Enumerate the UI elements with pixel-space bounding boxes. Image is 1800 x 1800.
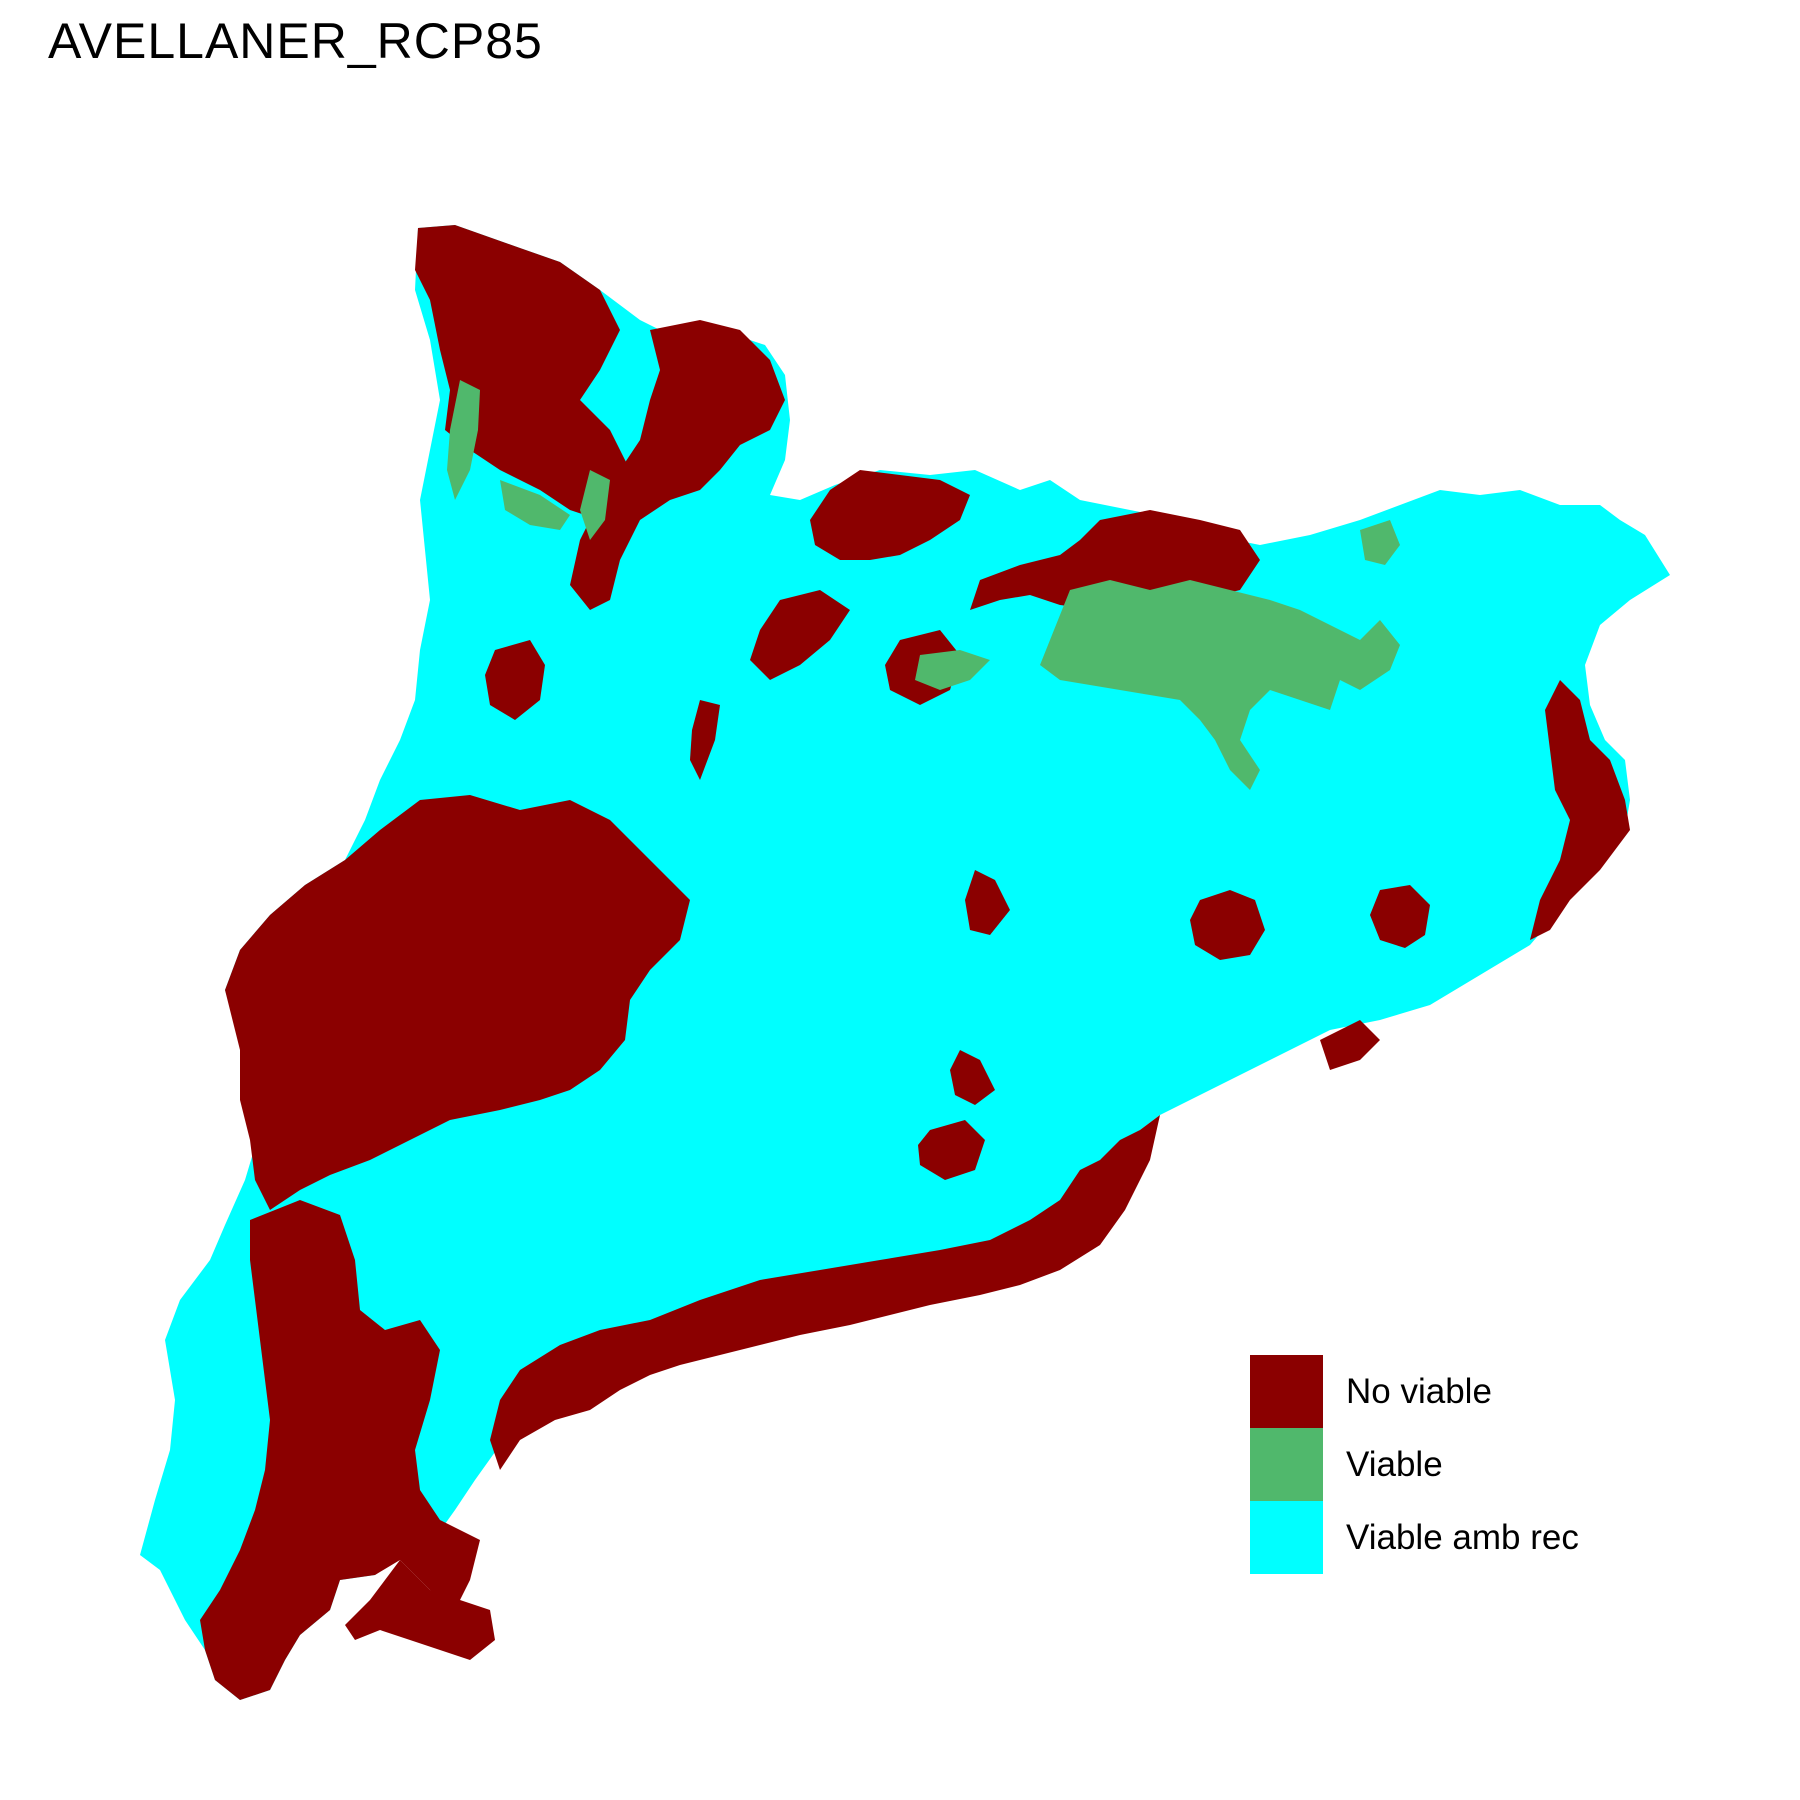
region-viable-pyrenees-valley-1 [447,380,480,500]
region-no-viable-pyrenees-central [570,320,785,610]
region-no-viable-small-1 [485,640,545,720]
region-viable-northeast [1360,520,1400,565]
legend-label-viable-amb-rec: Viable amb rec [1346,1517,1579,1557]
region-no-viable-central-3 [918,1120,985,1180]
legend-label-viable: Viable [1346,1444,1443,1484]
region-no-viable-costa-brava [1530,680,1630,940]
legend-swatch-viable-amb-rec [1250,1501,1323,1574]
legend-label-no-viable: No viable [1346,1371,1492,1411]
region-no-viable-maresme [1320,1020,1380,1070]
legend-item-viable: Viable [1250,1428,1579,1501]
region-no-viable-small-2 [690,700,720,780]
region-no-viable-central-1 [965,870,1010,935]
region-viable-amb-rec [140,225,1670,1700]
region-viable-garrotxa [1040,580,1400,790]
region-no-viable-pyrenees-east [810,470,970,560]
region-no-viable-coast [490,1115,1160,1470]
legend-swatch-no-viable [1250,1355,1323,1428]
legend-item-viable-amb-rec: Viable amb rec [1250,1501,1579,1574]
map-title: AVELLANER_RCP85 [48,13,543,69]
region-no-viable-western-block [225,795,690,1210]
region-no-viable-guilleries [1370,885,1430,948]
region-viable-pyrenees-valley-2 [500,480,570,530]
legend-item-no-viable: No viable [1250,1355,1579,1428]
region-no-viable-prepyrenees [750,590,850,680]
legend-swatch-viable [1250,1428,1323,1501]
region-no-viable-central-2 [950,1050,995,1105]
region-no-viable-south [200,1200,480,1700]
region-viable-prepyrenees-strip [915,650,990,690]
region-no-viable-montseny [1190,890,1265,960]
region-viable-pyrenees-valley-3 [580,470,610,540]
legend: No viable Viable Viable amb rec [1250,1355,1579,1574]
region-no-viable-ebro-delta [345,1560,495,1660]
